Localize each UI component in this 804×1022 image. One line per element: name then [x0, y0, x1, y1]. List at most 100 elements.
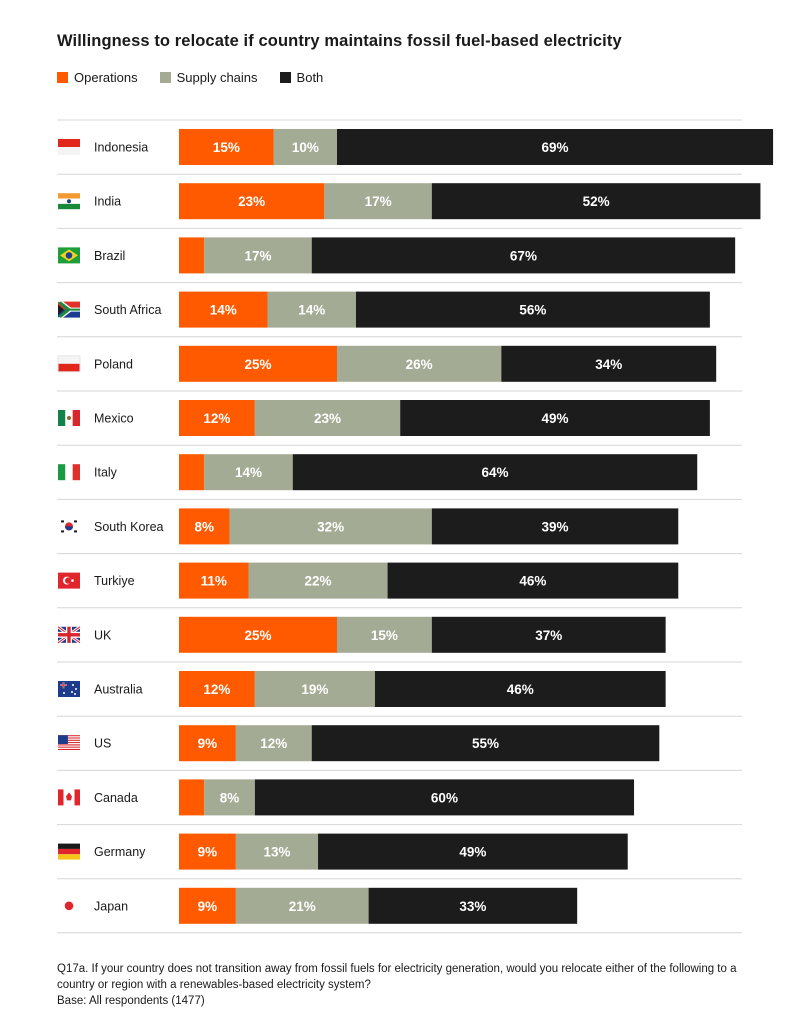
- data-label-operations-australia: 12%: [203, 682, 230, 697]
- data-label-supply-chains-italy: 14%: [235, 465, 262, 480]
- footnote-base: Base: All respondents (1477): [57, 995, 205, 1007]
- bar-both-brazil: [311, 237, 736, 274]
- flag-brazil-icon: [58, 247, 80, 264]
- bar-both-turkiye: [387, 562, 679, 599]
- bar-supply-chains-south-africa: [267, 291, 356, 328]
- bar-operations-us: [179, 725, 236, 762]
- bar-operations-indonesia: [179, 129, 274, 165]
- data-label-operations-mexico: 12%: [203, 411, 230, 426]
- data-label-operations-india: 23%: [238, 194, 265, 209]
- bar-both-india: [431, 183, 761, 220]
- bar-both-germany: [318, 833, 628, 870]
- data-label-both-brazil: 67%: [510, 248, 537, 263]
- bar-operations-south-korea: [179, 508, 230, 545]
- bar-both-mexico: [400, 400, 710, 436]
- flag-mexico-icon: [58, 410, 80, 426]
- category-label-south-africa: South Africa: [94, 303, 161, 317]
- data-label-supply-chains-brazil: 17%: [244, 248, 271, 263]
- category-label-india: India: [94, 195, 121, 209]
- bar-both-australia: [374, 671, 666, 707]
- data-label-supply-chains-japan: 21%: [289, 899, 316, 914]
- bar-supply-chains-us: [235, 725, 312, 762]
- bar-operations-uk: [179, 616, 337, 653]
- flag-poland-icon: [57, 355, 81, 373]
- bar-operations-india: [179, 183, 325, 220]
- data-label-supply-chains-mexico: 23%: [314, 411, 341, 426]
- data-label-both-japan: 33%: [459, 899, 486, 914]
- data-label-operations-indonesia: 15%: [213, 140, 240, 155]
- bar-both-us: [311, 725, 660, 762]
- bar-supply-chains-brazil: [204, 237, 312, 274]
- flag-us-icon: [58, 735, 80, 752]
- legend-swatch-supply-chains: [159, 72, 171, 83]
- bar-operations-brazil: [179, 237, 205, 274]
- flag-australia-icon: [58, 681, 80, 697]
- bar-operations-canada: [179, 779, 205, 816]
- data-label-supply-chains-germany: 13%: [263, 845, 290, 860]
- category-label-south-korea: South Korea: [94, 520, 164, 534]
- bar-both-canada: [254, 779, 635, 816]
- category-label-us: US: [94, 737, 111, 751]
- legend-label-both: Both: [296, 70, 324, 85]
- category-label-brazil: Brazil: [94, 249, 125, 263]
- footnote: Q17a. If your country does not transitio…: [57, 961, 777, 1009]
- bar-supply-chains-italy: [204, 454, 293, 491]
- data-label-supply-chains-turkiye: 22%: [305, 574, 332, 589]
- category-label-germany: Germany: [94, 845, 146, 859]
- bar-both-italy: [292, 454, 698, 491]
- bar-supply-chains-india: [324, 183, 432, 220]
- flag-india-icon: [58, 193, 80, 210]
- data-label-operations-south-africa: 14%: [210, 303, 237, 318]
- data-label-both-south-africa: 56%: [519, 303, 546, 318]
- legend-item-supply-chains: Supply chains: [159, 70, 258, 85]
- legend-label-operations: Operations: [74, 70, 138, 85]
- bar-operations-germany: [179, 833, 236, 870]
- data-label-both-turkiye: 46%: [519, 574, 546, 589]
- bar-supply-chains-canada: [204, 779, 255, 816]
- bar-both-indonesia: [337, 129, 774, 165]
- flag-turkiye-icon: [58, 572, 80, 589]
- data-label-both-indonesia: 69%: [542, 140, 569, 155]
- bar-supply-chains-uk: [337, 616, 432, 653]
- bar-supply-chains-germany: [235, 833, 319, 870]
- data-label-supply-chains-uk: 15%: [371, 628, 398, 643]
- category-label-australia: Australia: [94, 683, 143, 697]
- category-label-mexico: Mexico: [94, 412, 134, 426]
- data-label-supply-chains-indonesia: 10%: [292, 140, 319, 155]
- bar-supply-chains-japan: [235, 887, 369, 924]
- bar-operations-turkiye: [179, 562, 249, 599]
- data-label-operations-japan: 9%: [198, 899, 218, 914]
- data-label-both-india: 52%: [583, 194, 610, 209]
- legend-item-both: Both: [279, 70, 324, 85]
- bar-operations-italy: [179, 454, 205, 491]
- legend-item-operations: Operations: [57, 70, 138, 85]
- flag-canada-icon: [58, 789, 80, 806]
- data-label-operations-south-korea: 8%: [195, 519, 215, 534]
- bar-supply-chains-indonesia: [273, 129, 337, 165]
- data-label-supply-chains-south-africa: 14%: [298, 303, 325, 318]
- data-label-supply-chains-india: 17%: [365, 194, 392, 209]
- category-label-canada: Canada: [94, 791, 138, 805]
- chart-title: Willingness to relocate if country maint…: [57, 32, 622, 50]
- data-label-both-mexico: 49%: [542, 411, 569, 426]
- data-label-both-poland: 34%: [595, 357, 622, 372]
- category-label-indonesia: Indonesia: [94, 141, 148, 155]
- data-label-both-canada: 60%: [431, 790, 458, 805]
- data-label-operations-turkiye: 11%: [201, 574, 227, 589]
- data-label-both-australia: 46%: [507, 682, 534, 697]
- flag-italy-icon: [58, 464, 80, 481]
- category-label-turkiye: Turkiye: [94, 574, 135, 588]
- bar-both-south-africa: [355, 291, 710, 328]
- flag-japan-icon: [58, 897, 80, 914]
- category-label-poland: Poland: [94, 357, 133, 371]
- bar-operations-mexico: [179, 400, 255, 436]
- bar-both-poland: [501, 345, 717, 382]
- data-label-supply-chains-us: 12%: [260, 736, 287, 751]
- data-label-operations-us: 9%: [198, 736, 218, 751]
- data-label-both-uk: 37%: [535, 628, 562, 643]
- bar-operations-australia: [179, 671, 255, 707]
- bar-operations-poland: [179, 345, 337, 382]
- legend-swatch-both: [279, 72, 291, 83]
- data-label-both-italy: 64%: [481, 465, 508, 480]
- category-label-japan: Japan: [94, 899, 128, 913]
